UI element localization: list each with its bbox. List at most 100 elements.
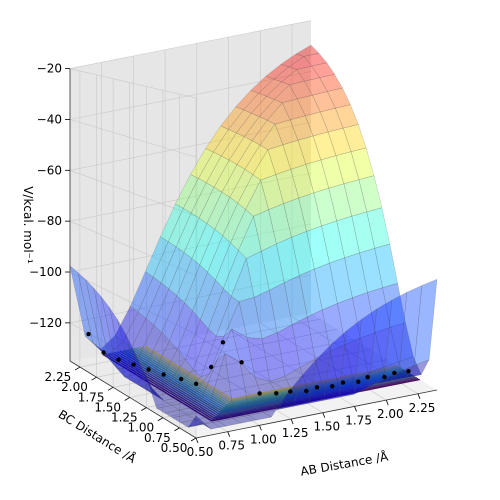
- surface-facet: [194, 416, 219, 425]
- surface-facet: [182, 178, 207, 214]
- trajectory-point: [86, 331, 91, 337]
- surface-facet: [123, 373, 149, 382]
- surface-facet: [160, 203, 184, 242]
- y-tick-label: 2.00: [61, 380, 88, 394]
- surface-facet: [254, 404, 280, 413]
- surface-facet: [137, 276, 162, 319]
- surface-facet: [344, 252, 368, 299]
- surface-facet: [367, 287, 391, 333]
- x-tick-mark: [417, 393, 421, 399]
- surface-facet: [259, 123, 284, 150]
- surface-facet: [193, 360, 218, 400]
- surface-facet: [160, 246, 185, 290]
- surface-facet: [236, 112, 260, 138]
- surface-facet: [322, 384, 347, 393]
- surface-facet: [245, 179, 269, 217]
- surface-facet: [284, 367, 309, 395]
- surface-facet: [198, 186, 223, 224]
- y-tick-mark: [91, 376, 97, 381]
- surface-facet: [342, 124, 367, 152]
- contour-line: [116, 351, 413, 415]
- surface-facet: [193, 403, 219, 413]
- surface-facet: [92, 342, 117, 360]
- surface-facet: [161, 295, 185, 342]
- surface-facet: [223, 300, 248, 339]
- surface-facet: [201, 408, 227, 417]
- surface-facet: [382, 282, 406, 328]
- surface-facet: [175, 174, 199, 209]
- surface-facet: [130, 318, 155, 357]
- surface-facet: [215, 242, 239, 289]
- surface-facet: [216, 405, 242, 414]
- surface-facet: [236, 140, 261, 170]
- surface-facet: [131, 378, 156, 387]
- x-tick-label: 1.25: [282, 426, 309, 440]
- potential-surface: [69, 44, 438, 430]
- surface-facet: [367, 366, 392, 384]
- surface-facet: [311, 62, 336, 78]
- surface-facet: [338, 318, 363, 398]
- x-tick-label: 2.25: [409, 401, 436, 415]
- surface-facet: [266, 81, 290, 100]
- surface-facet: [246, 337, 271, 382]
- x-grid-line: [101, 62, 228, 432]
- x-tick-mark: [322, 412, 326, 418]
- surface-facet: [266, 102, 291, 125]
- surface-facet: [169, 359, 194, 386]
- surface-facet: [258, 99, 283, 121]
- x-tick-mark: [227, 431, 231, 437]
- surface-facet: [358, 175, 383, 213]
- y-tick-label: 0.50: [161, 441, 188, 455]
- surface-facet: [375, 327, 399, 368]
- trajectory-point: [194, 381, 199, 386]
- surface-facet: [185, 319, 209, 371]
- surface-facet: [144, 236, 169, 278]
- y-tick-mark: [141, 407, 147, 411]
- surface-facet: [238, 215, 262, 259]
- surface-facet: [244, 144, 269, 175]
- x-grid-line: [196, 43, 323, 413]
- z-tick-label: −100: [29, 265, 62, 279]
- surface-facet: [295, 44, 320, 57]
- trajectory-point: [392, 370, 397, 376]
- surface-facet: [235, 90, 260, 111]
- contour-line: [136, 347, 403, 405]
- surface-facet: [297, 135, 322, 165]
- contour-line: [119, 350, 412, 413]
- surface-facet: [69, 265, 94, 344]
- surface-facet: [390, 322, 414, 363]
- surface-facet: [262, 396, 287, 405]
- y-tick-mark: [74, 366, 81, 371]
- surface-facet: [190, 182, 215, 219]
- y-tick-mark: [190, 437, 197, 442]
- surface-facet: [139, 382, 164, 392]
- surface-facet: [154, 340, 178, 376]
- trajectory-point: [314, 385, 320, 390]
- surface-facet: [201, 353, 226, 405]
- surface-facet: [163, 409, 189, 419]
- surface-facet: [202, 421, 227, 430]
- back-pane: [70, 20, 311, 361]
- surface-facet: [290, 164, 315, 199]
- surface-facet: [231, 328, 256, 378]
- surface-facet: [276, 236, 300, 283]
- x-tick-label: 2.00: [377, 407, 404, 421]
- surface-facet: [85, 278, 110, 360]
- x-grid-line: [259, 30, 387, 401]
- surface-facet: [232, 415, 257, 424]
- surface-facet: [306, 225, 330, 270]
- surface-facet: [258, 78, 283, 97]
- trajectory-point: [131, 362, 136, 367]
- surface-facet: [138, 370, 164, 379]
- x-tick-mark: [195, 437, 199, 444]
- surface-facet: [179, 419, 204, 428]
- surface-facet: [327, 127, 352, 157]
- surface-facet: [345, 386, 370, 395]
- contour-line: [128, 348, 407, 409]
- surface-facet: [239, 407, 265, 416]
- surface-facet: [299, 268, 323, 318]
- y-axis-line: [69, 360, 197, 439]
- surface-facet: [186, 399, 211, 408]
- surface-facet: [307, 309, 331, 360]
- surface-facet: [184, 264, 208, 312]
